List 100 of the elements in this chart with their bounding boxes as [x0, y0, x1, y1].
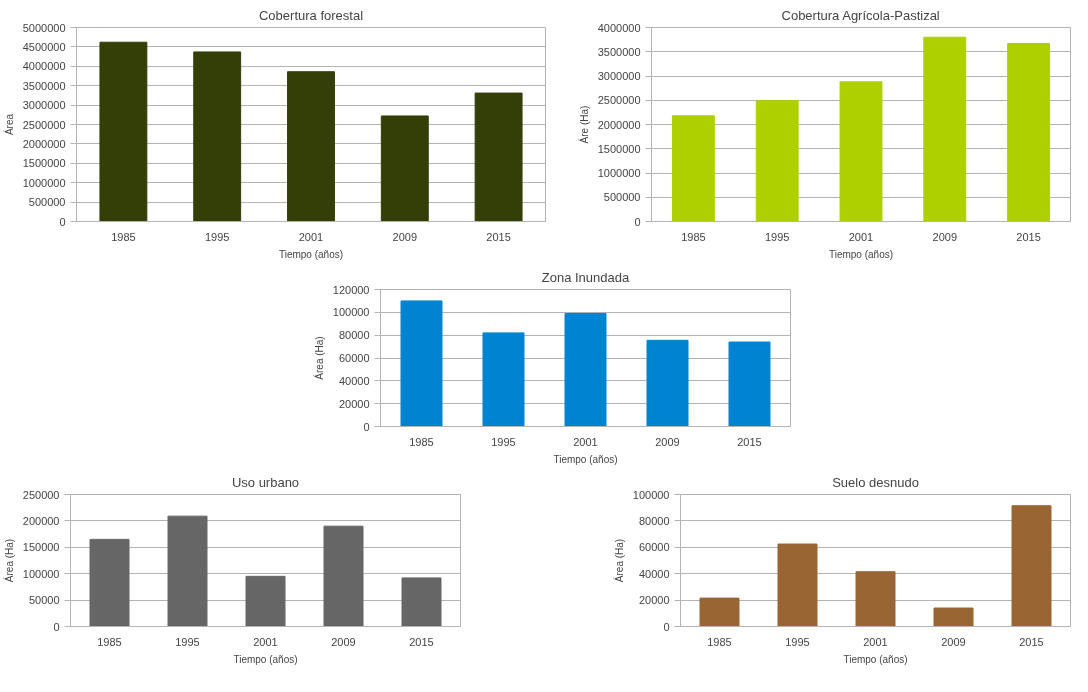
y-tick-label: 80000	[638, 514, 670, 527]
y-tick-label: 60000	[338, 352, 370, 364]
bar	[287, 71, 335, 222]
bar	[699, 597, 740, 627]
y-tick-label: 2000000	[597, 118, 641, 131]
y-tick-label: 100000	[632, 488, 670, 501]
bar	[923, 36, 967, 222]
x-axis-title: Tiempo (años)	[843, 653, 908, 665]
y-tick-label: 4000000	[22, 60, 66, 73]
bar	[646, 339, 689, 427]
y-tick-label: 40000	[638, 567, 670, 580]
x-tick-label: 1995	[764, 230, 790, 243]
y-tick-label: 4500000	[22, 40, 66, 53]
y-tick-label: 500000	[28, 196, 66, 209]
y-tick-label: 200000	[22, 514, 60, 527]
bar	[855, 571, 896, 627]
y-tick-label: 40000	[338, 374, 370, 387]
y-tick-label: 2500000	[597, 94, 641, 107]
x-tick-label: 2001	[573, 435, 598, 448]
x-axis-title: Tiempo (años)	[278, 248, 344, 260]
chart-title: Cobertura forestal	[258, 7, 364, 23]
y-tick-label: 50000	[28, 594, 60, 607]
y-tick-label: 3000000	[22, 99, 66, 112]
x-tick-label: 1985	[681, 230, 706, 243]
x-tick-label: 2001	[253, 635, 278, 648]
x-axis-title: Tiempo (años)	[233, 653, 298, 665]
bar	[99, 41, 148, 222]
bar	[323, 525, 364, 627]
x-tick-label: 1985	[111, 230, 136, 243]
y-tick-label: 3500000	[597, 45, 641, 58]
bar	[1007, 43, 1051, 222]
bar	[245, 575, 286, 627]
y-axis-title: Área	[2, 113, 15, 136]
y-tick-label: 0	[53, 620, 60, 633]
chart-title: Cobertura Agrícola-Pastizal	[781, 7, 940, 23]
y-axis-title: Área (Ha)	[612, 538, 625, 583]
y-tick-label: 3500000	[22, 79, 66, 92]
y-tick-label: 0	[663, 620, 670, 633]
y-tick-label: 250000	[22, 488, 60, 501]
y-tick-label: 0	[59, 215, 66, 228]
y-axis-title: Áre (Ha)	[577, 105, 590, 144]
x-tick-label: 2015	[737, 435, 762, 448]
x-tick-label: 2009	[941, 635, 966, 648]
bar	[380, 115, 429, 222]
bar	[1011, 505, 1052, 627]
bar	[400, 300, 443, 427]
bar	[755, 100, 799, 222]
y-axis-title: Área (Ha)	[2, 538, 15, 583]
x-tick-label: 2009	[392, 230, 418, 243]
y-tick-label: 1000000	[597, 167, 641, 179]
bar	[777, 543, 818, 627]
bar	[728, 341, 771, 427]
y-tick-label: 0	[634, 215, 641, 228]
bar	[89, 538, 130, 627]
y-tick-label: 3000000	[597, 70, 641, 82]
y-tick-label: 2500000	[22, 118, 66, 131]
x-tick-label: 1995	[175, 635, 200, 648]
bar	[564, 312, 607, 427]
x-tick-label: 2001	[298, 230, 324, 243]
bar	[474, 92, 523, 222]
x-tick-label: 2009	[932, 230, 958, 243]
x-tick-label: 2015	[486, 230, 511, 243]
x-tick-label: 1985	[409, 435, 434, 448]
x-tick-label: 2015	[1019, 635, 1044, 648]
x-tick-label: 2015	[1016, 230, 1041, 243]
chart-title: Uso urbano	[231, 474, 300, 490]
x-tick-label: 1995	[491, 435, 516, 448]
bar	[401, 577, 442, 627]
x-tick-label: 2009	[331, 635, 356, 648]
y-tick-label: 1500000	[22, 157, 66, 170]
bar	[671, 115, 715, 222]
x-tick-label: 1985	[97, 635, 122, 648]
y-tick-label: 1000000	[22, 176, 66, 189]
y-tick-label: 20000	[638, 594, 670, 607]
x-tick-label: 1995	[785, 635, 810, 648]
y-tick-label: 1500000	[597, 142, 641, 155]
chart-title: Zona Inundada	[541, 269, 630, 285]
y-tick-label: 80000	[338, 329, 370, 342]
x-tick-label: 1985	[707, 635, 732, 648]
x-tick-label: 2009	[655, 435, 680, 448]
bar	[482, 332, 525, 427]
y-tick-label: 500000	[603, 191, 641, 204]
bar	[839, 81, 883, 222]
y-axis-title: Área (Ha)	[312, 336, 325, 380]
bar	[933, 607, 974, 627]
y-tick-label: 100000	[22, 567, 60, 580]
y-tick-label: 60000	[638, 541, 670, 554]
bar	[193, 51, 242, 222]
y-tick-label: 120000	[332, 283, 370, 296]
x-axis-title: Tiempo (años)	[828, 248, 894, 260]
y-tick-label: 4000000	[597, 21, 641, 34]
y-tick-label: 20000	[338, 397, 370, 410]
bar	[167, 515, 208, 627]
y-tick-label: 150000	[22, 541, 60, 554]
x-tick-label: 2001	[848, 230, 874, 243]
x-tick-label: 2001	[863, 635, 888, 648]
x-tick-label: 1995	[204, 230, 230, 243]
x-axis-title: Tiempo (años)	[553, 453, 618, 465]
x-tick-label: 2015	[409, 635, 434, 648]
chart-title: Suelo desnudo	[832, 474, 919, 490]
